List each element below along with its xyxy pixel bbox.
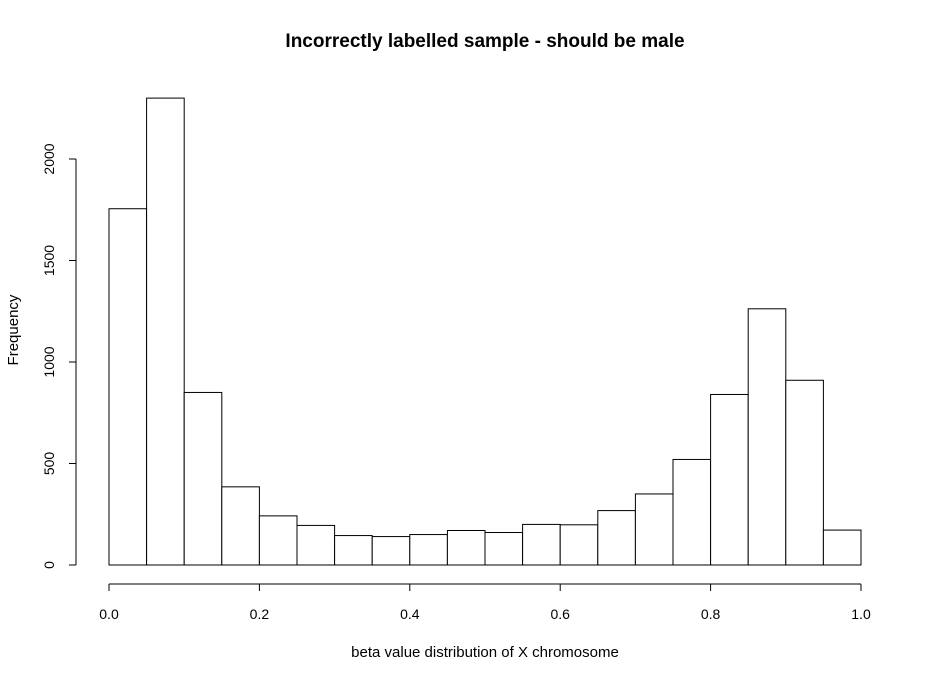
chart-title: Incorrectly labelled sample - should be … — [285, 31, 684, 52]
x-tick-label: 0.8 — [701, 606, 721, 622]
y-axis-label: Frequency — [5, 294, 22, 365]
y-axis: 0 500 1000 1500 2000 — [41, 143, 77, 569]
x-axis-label: beta value distribution of X chromosome — [351, 644, 619, 661]
x-tick-label: 0.4 — [400, 606, 420, 622]
histogram-bar — [522, 523, 561, 566]
histogram-bar — [258, 515, 298, 566]
x-tick-label: 0.2 — [250, 606, 270, 622]
histogram-bar — [409, 534, 448, 566]
histogram-bar — [334, 535, 373, 566]
histogram-bar — [108, 208, 148, 566]
y-tick-label: 0 — [41, 561, 57, 569]
x-tick-label: 1.0 — [851, 606, 871, 622]
x-axis: 0.0 0.2 0.4 0.6 0.8 1.0 — [99, 583, 871, 622]
y-tick-label: 500 — [41, 452, 57, 476]
x-tick-label: 0.6 — [550, 606, 570, 622]
histogram-bars — [108, 97, 862, 566]
histogram-bar — [785, 379, 824, 566]
x-tick-label: 0.0 — [99, 606, 119, 622]
histogram-bar — [446, 529, 486, 566]
histogram-bar — [371, 536, 411, 566]
histogram-bar — [296, 524, 336, 566]
histogram-bar — [822, 529, 862, 566]
y-tick-label: 2000 — [41, 143, 57, 174]
y-tick-label: 1000 — [41, 346, 57, 377]
histogram-bar — [183, 391, 223, 566]
histogram-bar — [597, 510, 636, 566]
histogram-bar — [146, 97, 185, 566]
histogram-bar — [484, 532, 524, 566]
histogram-bar — [559, 524, 599, 566]
histogram-bar — [747, 308, 787, 566]
histogram-bar — [634, 493, 674, 566]
y-tick-label: 1500 — [41, 245, 57, 276]
histogram-bar — [710, 393, 749, 566]
histogram-bar — [672, 458, 712, 566]
histogram-bar — [221, 486, 260, 566]
